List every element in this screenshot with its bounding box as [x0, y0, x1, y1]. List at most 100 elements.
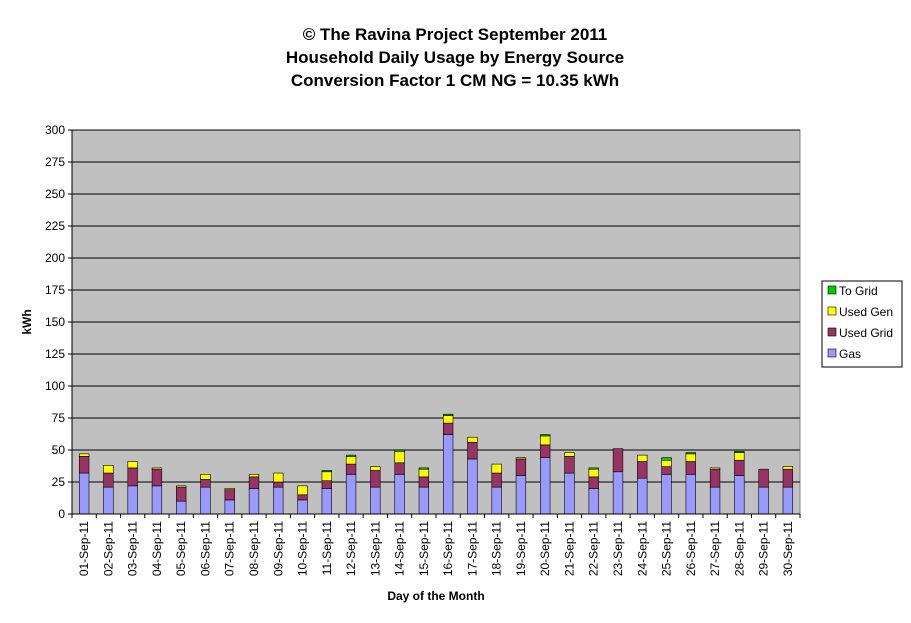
bar-segment-used-gen [442, 415, 454, 424]
bar-segment-used-grid [273, 481, 284, 488]
x-tick-label: 15-Sep-11 [417, 521, 431, 576]
bar-segment-gas [442, 434, 454, 515]
legend-label-gas: Gas [839, 347, 861, 361]
bar-segment-used-gen [297, 485, 308, 496]
bar-segment-used-gen [709, 467, 721, 470]
bar-segment-used-gen [588, 468, 599, 478]
bar-segment-gas [734, 475, 745, 515]
bar-segment-used-gen [200, 474, 211, 480]
bar-segment-gas [612, 471, 624, 515]
x-tick-label: 11-Sep-11 [320, 521, 334, 576]
bar-segment-gas [564, 472, 575, 515]
bar-segment-used-gen [78, 453, 90, 457]
bar-segment-used-gen [491, 463, 502, 474]
bars [78, 413, 794, 515]
x-tick-label: 18-Sep-11 [490, 521, 504, 576]
bar-segment-used-gen [467, 436, 478, 443]
x-tick-label: 07-Sep-11 [223, 521, 237, 576]
bar-segment-used-gen [418, 468, 430, 478]
y-tick-label: 300 [45, 123, 65, 137]
x-tick-label: 26-Sep-11 [684, 521, 698, 576]
y-tick-label: 25 [52, 475, 66, 489]
x-tick-label: 19-Sep-11 [514, 521, 528, 576]
bar-segment-used-gen [370, 466, 381, 471]
bar-segment-gas [297, 499, 308, 515]
bar-segment-used-grid [734, 459, 745, 476]
bar-segment-used-grid [588, 476, 599, 489]
bar-segment-used-grid [612, 448, 624, 473]
bar-segment-gas [248, 488, 260, 515]
bar-segment-used-grid [758, 468, 769, 488]
bar-segment-used-gen [661, 459, 672, 467]
bar-segment-to-grid [540, 434, 551, 437]
bar-segment-to-grid [442, 413, 454, 416]
bar-segment-used-grid [564, 456, 575, 474]
bar-segment-used-grid [515, 458, 527, 476]
y-tick-label: 225 [45, 219, 65, 233]
bar-segment-used-gen [176, 485, 187, 488]
bar-segment-to-grid [734, 450, 745, 453]
y-tick-label: 75 [52, 411, 66, 425]
bar-segment-gas [588, 488, 599, 515]
bar-segment-used-grid [491, 472, 502, 488]
x-axis-ticks: 01-Sep-11 02-Sep-11 03-Sep-11 04-Sep-11 05-S… [71, 514, 801, 576]
bar-segment-used-grid [103, 472, 114, 488]
y-tick-label: 275 [45, 155, 65, 169]
bar-segment-gas [200, 486, 211, 515]
bar-segment-gas [709, 486, 721, 515]
legend-swatch-gas [827, 348, 837, 358]
y-tick-label: 200 [45, 251, 65, 265]
bar-segment-used-gen [540, 435, 551, 446]
bar-segment-to-grid [394, 449, 405, 452]
x-tick-label: 03-Sep-11 [126, 521, 140, 576]
bar-segment-gas [78, 472, 90, 515]
y-tick-label: 0 [58, 507, 65, 521]
bar-segment-used-gen [637, 454, 648, 462]
x-axis-label: Day of the Month [387, 589, 484, 603]
bar-segment-gas [273, 486, 284, 515]
y-tick-label: 100 [45, 379, 65, 393]
bar-segment-to-grid [685, 452, 696, 455]
bar-segment-gas [637, 477, 648, 515]
bar-segment-to-grid [418, 467, 430, 470]
bar-segment-to-grid [345, 454, 357, 457]
bar-segment-used-gen [782, 466, 794, 470]
bar-segment-used-grid [661, 466, 672, 475]
x-tick-label: 02-Sep-11 [101, 521, 115, 576]
y-tick-label: 250 [45, 187, 65, 201]
bar-segment-used-gen [127, 461, 138, 469]
x-tick-label: 17-Sep-11 [465, 521, 479, 576]
bar-segment-used-grid [297, 494, 308, 501]
y-axis-ticks: 0 25 50 75 100 125 150 175 200 225 250 275 300 [45, 123, 72, 521]
bar-segment-used-grid [394, 462, 405, 475]
bar-segment-used-gen [321, 471, 332, 482]
bar-segment-used-gen [273, 472, 284, 483]
bar-segment-used-gen [151, 467, 163, 470]
bar-segment-used-gen [515, 457, 527, 460]
bar-segment-to-grid [661, 457, 672, 461]
gridlines [72, 129, 800, 483]
bar-segment-used-grid [345, 463, 357, 475]
bar-segment-gas [515, 475, 527, 515]
x-tick-label: 21-Sep-11 [562, 521, 576, 576]
bar-segment-gas [176, 500, 187, 515]
x-tick-label: 09-Sep-11 [271, 521, 285, 576]
x-tick-label: 12-Sep-11 [344, 521, 358, 576]
x-tick-label: 10-Sep-11 [296, 521, 310, 576]
legend-label-to-grid: To Grid [839, 284, 878, 298]
bar-segment-used-grid [418, 476, 430, 488]
legend-swatch-used-gen [827, 306, 837, 316]
bar-segment-used-grid [782, 468, 794, 488]
bar-segment-used-grid [248, 476, 260, 489]
bar-segment-gas [321, 488, 332, 515]
bar-segment-gas [370, 486, 381, 515]
bar-segment-gas [540, 457, 551, 515]
bar-segment-gas [394, 474, 405, 515]
bar-segment-to-grid [588, 467, 599, 470]
bar-segment-gas [103, 486, 114, 515]
legend-label-used-grid: Used Grid [839, 326, 893, 340]
bar-segment-used-grid [370, 470, 381, 488]
x-tick-label: 14-Sep-11 [393, 521, 407, 576]
bar-segment-gas [151, 485, 163, 515]
bar-segment-gas [224, 499, 235, 515]
